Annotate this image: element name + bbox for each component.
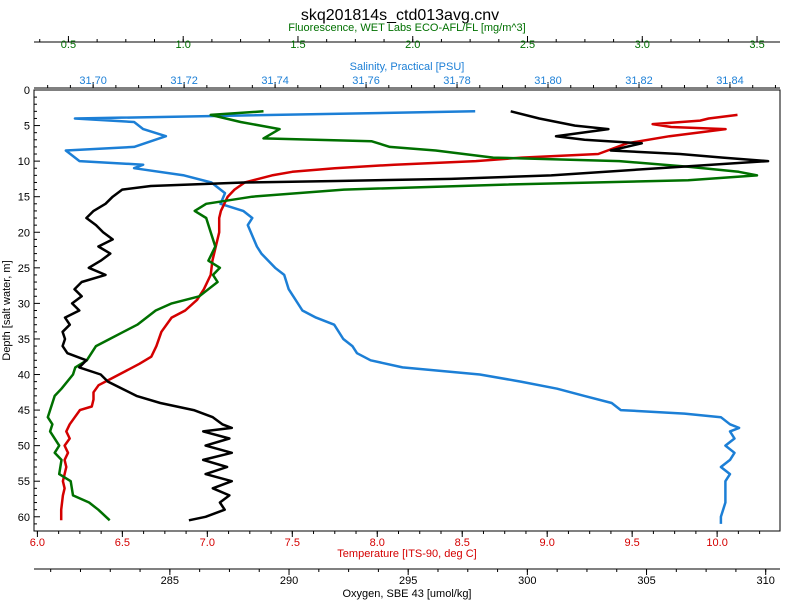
salinity-tick-label: 31.84 <box>716 75 744 87</box>
oxygen-tick-label: 305 <box>637 575 655 587</box>
temperature-axis-label: Temperature [ITS-90, deg C] <box>337 548 476 560</box>
depth-tick-label: 20 <box>18 227 30 239</box>
fluorescence-tick-label: 1.0 <box>176 39 191 51</box>
axes-layer: 0.5 1.0 1.5 2.0 2.5 3.0 3.5 Fluorescence, WET L… <box>1 22 780 600</box>
depth-tick-label: 40 <box>18 370 30 382</box>
temperature-tick-label: 9.5 <box>625 537 640 549</box>
temperature-tick-label: 6.5 <box>115 537 130 549</box>
salinity-axis: 31.70 31.72 31.74 31.76 31.78 31.80 31.82 31.84… <box>34 61 780 89</box>
depth-axis-label: Depth [salt water, m] <box>1 260 13 360</box>
depth-tick-label: 5 <box>24 121 30 133</box>
fluorescence-tick-label: 3.0 <box>635 39 650 51</box>
temperature-tick-label: 6.0 <box>30 537 45 549</box>
depth-tick-label: 45 <box>18 405 30 417</box>
fluorescence-tick-label: 0.5 <box>61 39 76 51</box>
fluorescence-tick-label: 2.5 <box>520 39 535 51</box>
temperature-tick-label: 8.0 <box>370 537 385 549</box>
oxygen-axis-label: Oxygen, SBE 43 [umol/kg] <box>342 588 471 600</box>
depth-tick-label: 15 <box>18 192 30 204</box>
salinity-tick-label: 31.72 <box>170 75 198 87</box>
salinity-series-line <box>64 110 741 524</box>
oxygen-tick-label: 285 <box>161 575 179 587</box>
oxygen-tick-label: 300 <box>518 575 536 587</box>
temperature-tick-label: 9.0 <box>540 537 555 549</box>
fluorescence-tick-label: 3.5 <box>749 39 764 51</box>
fluorescence-series-line <box>46 110 759 522</box>
temperature-tick-label: 10.0 <box>706 537 727 549</box>
temperature-tick-label: 7.0 <box>200 537 215 549</box>
oxygen-tick-label: 295 <box>399 575 417 587</box>
depth-tick-label: 55 <box>18 476 30 488</box>
salinity-tick-label: 31.78 <box>443 75 471 87</box>
fluorescence-tick-label: 1.5 <box>290 39 305 51</box>
depth-tick-label: 60 <box>18 512 30 524</box>
fluorescence-axis: 0.5 1.0 1.5 2.0 2.5 3.0 3.5 Fluorescence, WET L… <box>34 22 780 51</box>
salinity-tick-label: 31.76 <box>352 75 380 87</box>
oxygen-tick-label: 310 <box>757 575 775 587</box>
fluorescence-tick-label: 2.0 <box>405 39 420 51</box>
oxygen-tick-label: 290 <box>280 575 298 587</box>
salinity-axis-label: Salinity, Practical [PSU] <box>350 61 465 73</box>
oxygen-axis: 285 290 295 300 305 310 Oxygen, SBE 43 [umol/k… <box>34 568 780 600</box>
fluorescence-axis-label: Fluorescence, WET Labs ECO-AFL/FL [mg/m^… <box>288 22 525 34</box>
depth-axis: 0 5 10 15 20 25 30 35 40 45 50 55 60 Depth [salt wate… <box>1 85 40 532</box>
salinity-tick-label: 31.74 <box>261 75 289 87</box>
depth-tick-label: 10 <box>18 156 30 168</box>
depth-tick-label: 35 <box>18 334 30 346</box>
chart-title: skq201814s_ctd013avg.cnv <box>301 7 499 24</box>
temperature-tick-label: 7.5 <box>285 537 300 549</box>
salinity-tick-label: 31.80 <box>534 75 562 87</box>
oxygen-series-line <box>61 110 770 522</box>
depth-tick-label: 0 <box>24 85 30 97</box>
depth-tick-label: 25 <box>18 263 30 275</box>
temperature-tick-label: 8.5 <box>455 537 470 549</box>
depth-tick-label: 50 <box>18 441 30 453</box>
depth-tick-label: 30 <box>18 298 30 310</box>
salinity-tick-label: 31.70 <box>79 75 107 87</box>
salinity-tick-label: 31.82 <box>625 75 653 87</box>
series-layer <box>46 110 770 524</box>
plot-area-frame <box>33 89 781 532</box>
